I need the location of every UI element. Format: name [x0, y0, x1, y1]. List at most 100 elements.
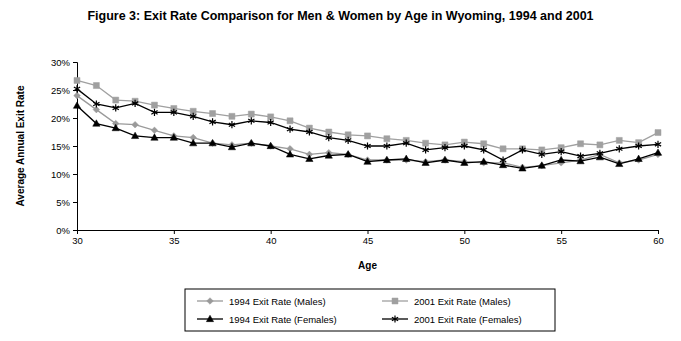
- marker: [578, 141, 584, 147]
- marker: [287, 126, 293, 133]
- marker: [112, 124, 119, 130]
- marker: [364, 142, 370, 149]
- marker: [500, 146, 506, 152]
- marker: [384, 157, 391, 164]
- legend-marker: [207, 298, 214, 305]
- marker: [209, 139, 216, 145]
- y-tick-label: 15%: [51, 141, 71, 152]
- plot-area: [73, 77, 661, 171]
- marker: [519, 164, 526, 171]
- marker: [384, 142, 390, 149]
- marker: [616, 145, 622, 152]
- marker: [131, 132, 138, 138]
- x-tick-label: 45: [363, 235, 374, 246]
- marker: [93, 120, 100, 126]
- marker: [74, 77, 80, 83]
- x-tick-label: 30: [72, 235, 83, 246]
- y-tick-mark: [73, 230, 77, 231]
- marker: [539, 162, 546, 169]
- x-axis: 30354045505560: [72, 230, 664, 246]
- marker: [190, 139, 197, 145]
- y-tick-mark: [73, 174, 77, 175]
- marker: [538, 162, 545, 168]
- y-tick-label: 25%: [51, 85, 71, 96]
- marker: [345, 151, 352, 158]
- marker: [345, 151, 352, 157]
- marker: [481, 141, 487, 147]
- legend-label: 1994 Exit Rate (Males): [229, 296, 326, 307]
- marker: [151, 109, 157, 116]
- marker: [74, 92, 81, 99]
- marker: [286, 151, 293, 157]
- marker: [325, 152, 332, 158]
- marker: [558, 156, 565, 162]
- x-tick: 40: [266, 230, 277, 246]
- y-tick-label: 10%: [51, 169, 71, 180]
- marker: [441, 156, 448, 162]
- marker: [248, 111, 254, 117]
- marker: [365, 133, 371, 139]
- marker: [229, 113, 235, 119]
- marker: [403, 155, 410, 161]
- chart: Figure 3: Exit Rate Comparison for Men &…: [0, 0, 681, 341]
- marker: [442, 157, 449, 164]
- marker: [326, 134, 332, 141]
- y-tick: 5%: [56, 197, 77, 208]
- series-line: [77, 89, 658, 160]
- x-axis-title: Age: [358, 260, 377, 271]
- marker: [228, 143, 235, 149]
- series: [74, 77, 661, 152]
- marker: [267, 143, 274, 150]
- marker: [151, 127, 158, 134]
- title: Figure 3: Exit Rate Comparison for Men &…: [87, 9, 593, 23]
- marker: [248, 117, 254, 124]
- marker: [519, 165, 526, 171]
- x-tick: 35: [169, 230, 180, 246]
- marker: [654, 149, 661, 155]
- marker: [461, 158, 468, 165]
- series-line: [77, 80, 658, 149]
- marker: [73, 102, 80, 108]
- y-tick-label: 0%: [56, 225, 70, 236]
- y-tick: 25%: [51, 85, 77, 96]
- marker: [384, 136, 390, 142]
- x-tick-mark: [271, 230, 272, 234]
- y-tick-mark: [73, 202, 77, 203]
- y-axis: 0%5%10%15%20%25%30%: [51, 57, 78, 236]
- marker: [597, 150, 603, 157]
- series-line: [77, 106, 658, 169]
- marker: [210, 111, 216, 117]
- x-tick: 30: [72, 230, 83, 246]
- marker: [597, 142, 603, 148]
- marker: [248, 139, 255, 145]
- x-tick: 55: [556, 230, 567, 246]
- x-tick-mark: [368, 230, 369, 234]
- x-tick-mark: [561, 230, 562, 234]
- marker: [132, 121, 139, 128]
- y-tick-label: 30%: [51, 57, 71, 68]
- legend-marker: [206, 315, 213, 321]
- marker: [151, 134, 158, 140]
- y-tick: 15%: [51, 141, 77, 152]
- legend: 1994 Exit Rate (Males) 2001 Exit Rate (Ma…: [185, 289, 555, 331]
- marker: [403, 140, 409, 147]
- marker: [442, 144, 448, 151]
- marker: [461, 159, 468, 165]
- legend-label: 2001 Exit Rate (Males): [414, 296, 511, 307]
- marker: [481, 146, 487, 153]
- marker: [93, 100, 99, 107]
- marker: [480, 158, 487, 164]
- y-axis-title: Average Annual Exit Rate: [15, 85, 26, 206]
- legend-marker: [392, 315, 398, 322]
- marker: [151, 102, 157, 108]
- series: [74, 85, 661, 163]
- marker: [170, 134, 177, 140]
- marker: [209, 140, 216, 147]
- marker: [636, 142, 642, 149]
- marker: [74, 85, 80, 92]
- legend-label: 2001 Exit Rate (Females): [414, 314, 522, 325]
- marker: [461, 142, 467, 149]
- marker: [364, 158, 371, 164]
- marker: [248, 140, 255, 147]
- x-tick-label: 55: [556, 235, 567, 246]
